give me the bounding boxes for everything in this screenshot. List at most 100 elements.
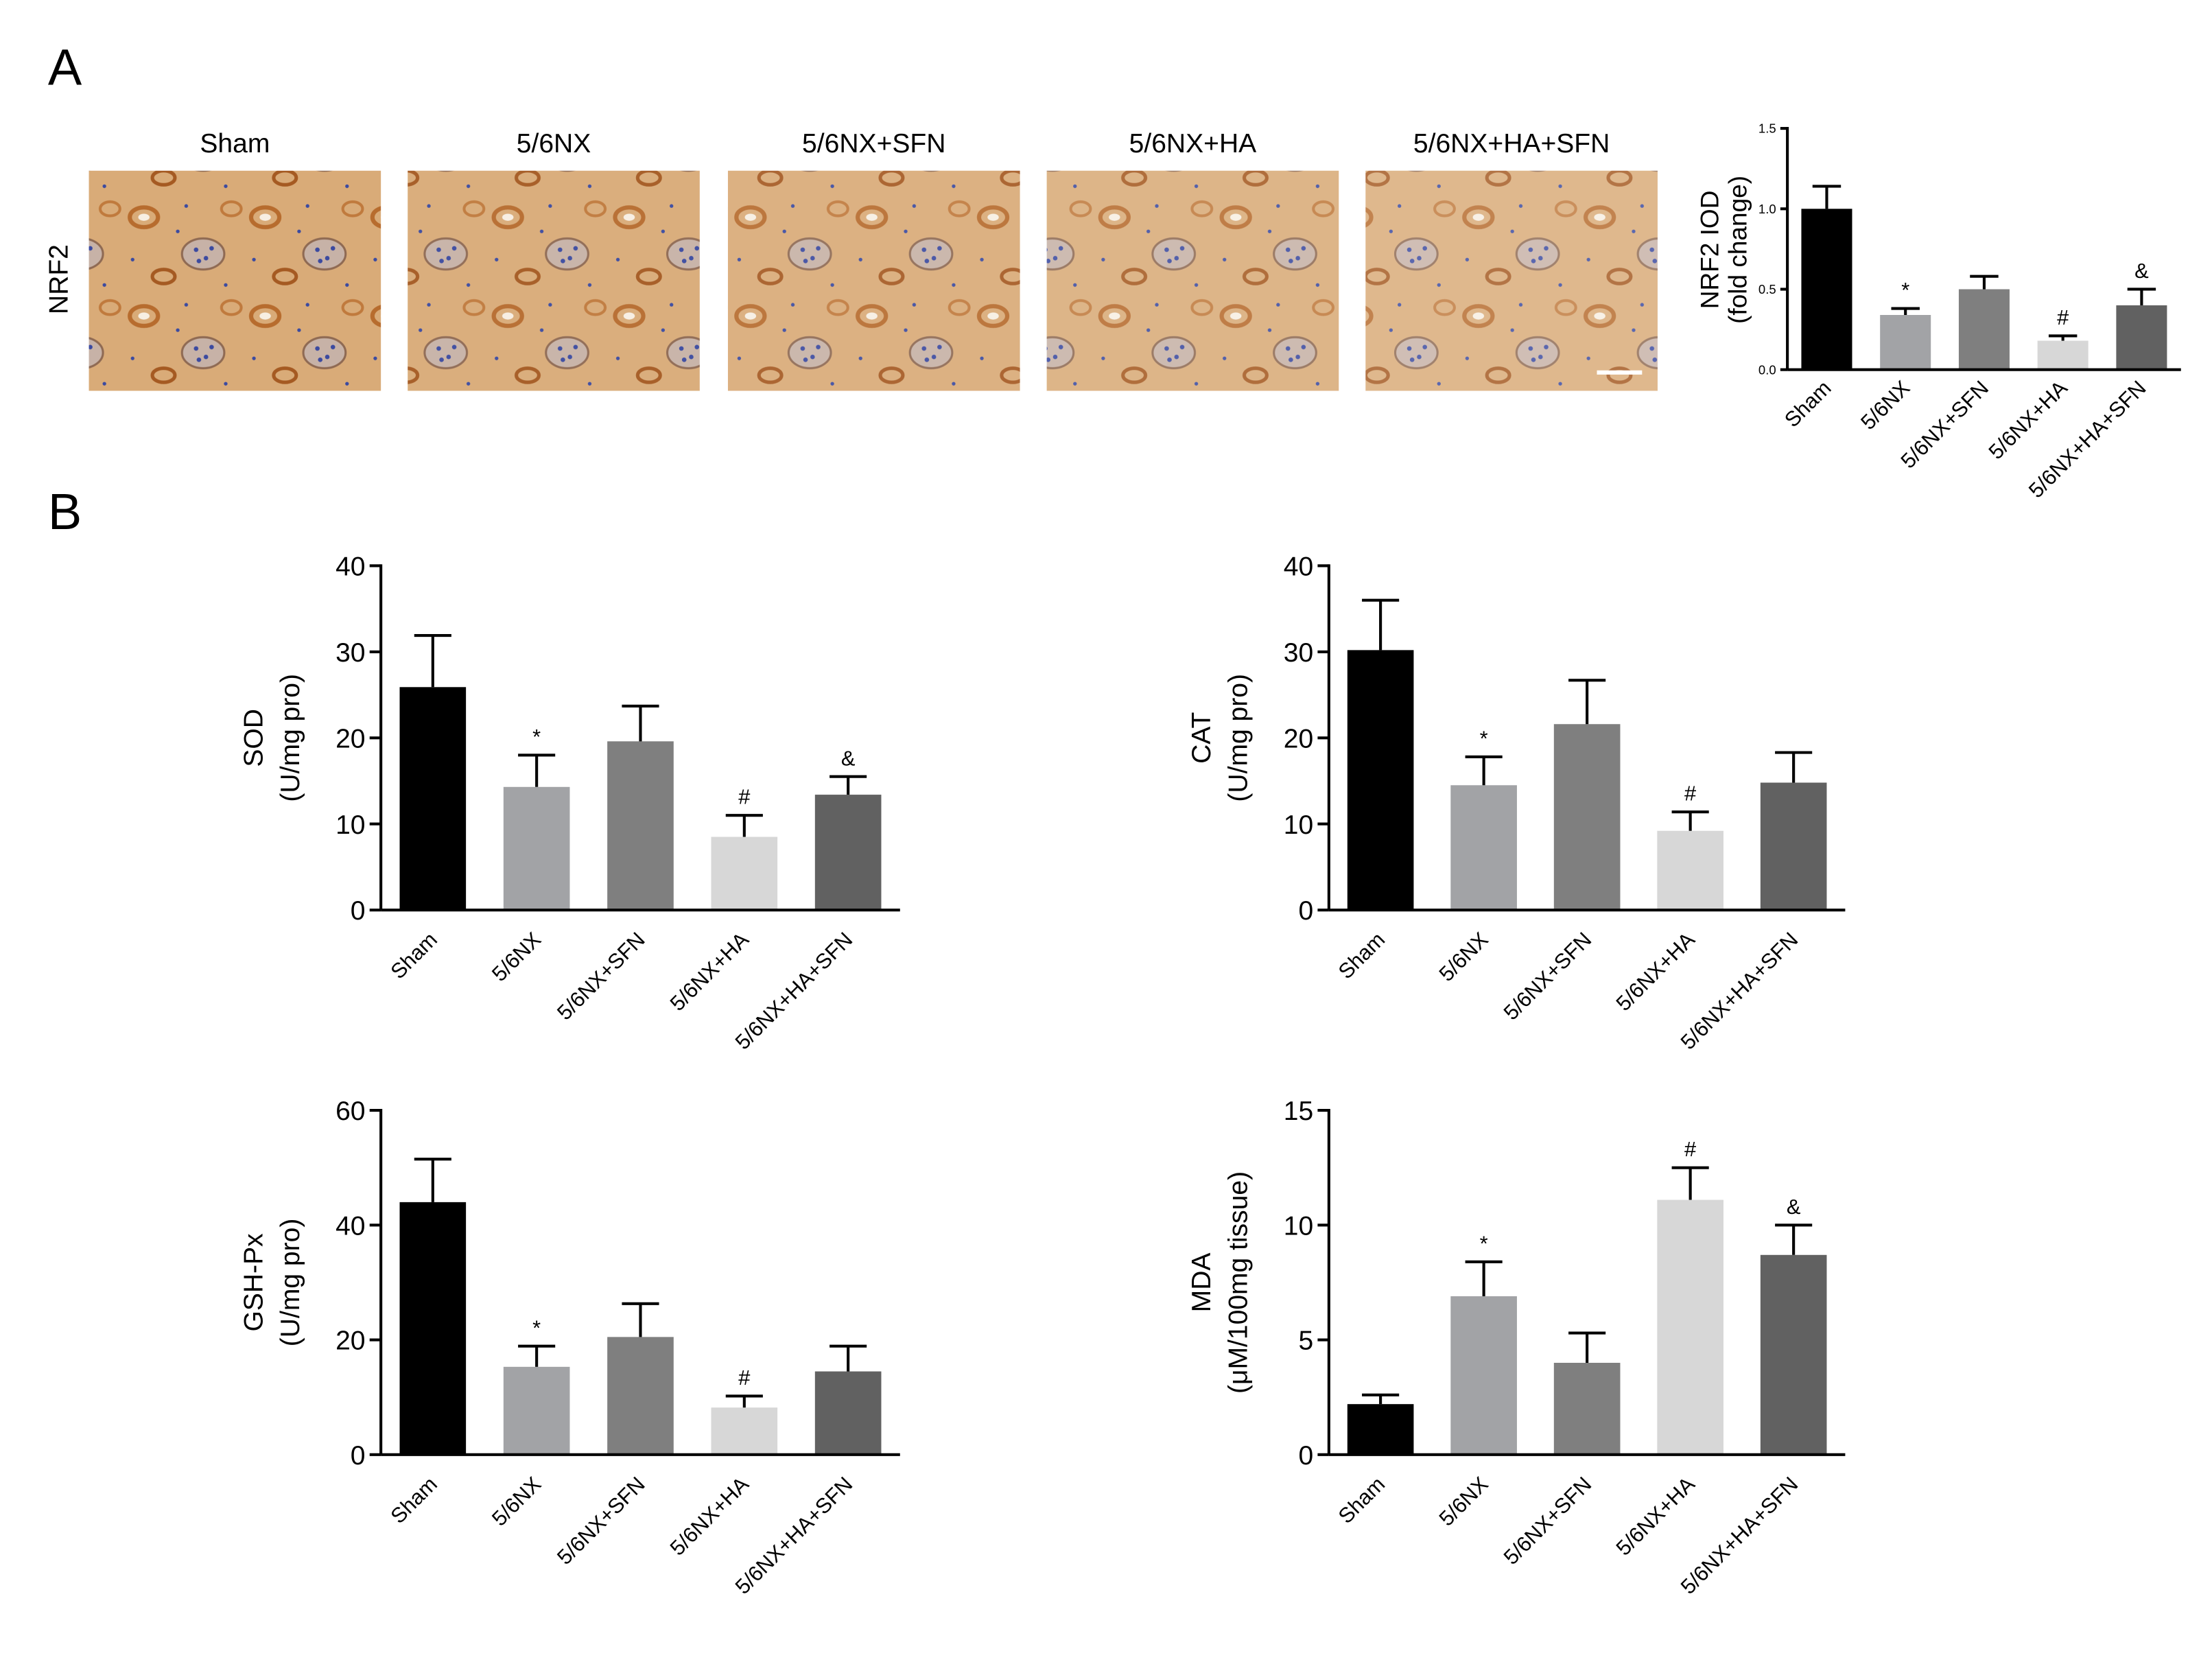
x-tick-label: Sham xyxy=(1334,928,1390,984)
significance-mark: & xyxy=(1787,1195,1801,1219)
x-tick-label: 5/6NX+HA xyxy=(666,927,754,1016)
bar xyxy=(711,1407,778,1455)
y-tick-label: 0 xyxy=(1299,896,1314,926)
micrograph-image xyxy=(727,170,1020,391)
bar xyxy=(1347,650,1414,911)
significance-mark: * xyxy=(532,725,541,749)
micrograph-tint xyxy=(408,170,700,391)
micrograph-row-label: NRF2 xyxy=(45,244,74,314)
y-tick-label: 10 xyxy=(1284,1211,1313,1241)
y-axis-label: SOD (U/mg pro) xyxy=(239,674,305,802)
y-axis-label: CAT (U/mg pro) xyxy=(1187,674,1253,802)
y-axis-label-line: (μM/100mg tissue) xyxy=(1224,1171,1254,1394)
panel-label-a: A xyxy=(48,38,82,95)
bar xyxy=(1657,1199,1723,1455)
y-tick-label: 10 xyxy=(1284,810,1313,840)
micrograph-tint xyxy=(1365,170,1658,391)
bar xyxy=(2116,305,2167,370)
x-tick-label: 5/6NX xyxy=(1856,376,1914,434)
y-axis-label-line: (U/mg pro) xyxy=(276,1219,305,1347)
micrograph-title: Sham xyxy=(200,129,270,159)
significance-mark: * xyxy=(1901,278,1909,302)
micrograph-image xyxy=(1365,170,1658,391)
y-tick-label: 0 xyxy=(351,896,366,926)
x-tick-label: Sham xyxy=(1780,376,1836,432)
micrograph-image xyxy=(408,170,700,391)
significance-mark: # xyxy=(1684,782,1696,806)
y-axis-label-line: MDA xyxy=(1187,1253,1216,1313)
x-tick-label: Sham xyxy=(386,1472,442,1528)
significance-mark: * xyxy=(532,1315,541,1339)
gshpx-chart: Sham*5/6NX 5/6NX+SFN#5/6NX+HA5/6NX+HA+SFN… xyxy=(239,1097,900,1599)
significance-mark: * xyxy=(1480,1231,1488,1255)
micrograph-title: 5/6NX+HA+SFN xyxy=(1413,129,1610,159)
significance-mark: # xyxy=(738,785,750,809)
bar xyxy=(503,786,570,911)
bar xyxy=(1553,1362,1621,1455)
y-axis-label-line: (fold change) xyxy=(1723,176,1752,324)
y-tick-label: 30 xyxy=(336,638,365,668)
bar xyxy=(1347,1404,1414,1455)
y-tick-label: 1.0 xyxy=(1758,202,1776,216)
y-tick-label: 10 xyxy=(336,810,365,840)
significance-mark: & xyxy=(2134,259,2149,283)
y-axis-label: GSH-Px (U/mg pro) xyxy=(239,1219,305,1347)
x-tick-label: Sham xyxy=(386,928,442,984)
x-tick-label: 5/6NX xyxy=(1434,1472,1492,1530)
micrograph-strip: Sham 5/6NX 5/6NX+SFN 5/6NX+HA 5/6NX+HA+SFN xyxy=(89,129,1658,391)
micrograph-title: 5/6NX+SFN xyxy=(802,129,945,159)
significance-mark: # xyxy=(738,1366,750,1390)
y-tick-label: 15 xyxy=(1284,1097,1313,1126)
x-tick-label: 5/6NX+SFN xyxy=(1499,1472,1597,1569)
bar xyxy=(1553,724,1621,911)
bar xyxy=(1958,289,2010,370)
bar xyxy=(399,1202,467,1455)
bar xyxy=(1450,1296,1517,1455)
x-tick-label: 5/6NX+SFN xyxy=(1499,928,1597,1025)
y-axis-label: NRF2 IOD(fold change) xyxy=(1695,176,1752,324)
panel-label-b: B xyxy=(48,483,82,540)
y-tick-label: 20 xyxy=(336,1326,365,1356)
x-tick-label: 5/6NX xyxy=(1434,928,1492,986)
micrograph-title: 5/6NX+HA xyxy=(1129,129,1257,159)
y-tick-label: 0.0 xyxy=(1758,362,1776,377)
bar xyxy=(1760,782,1827,911)
y-tick-label: 0 xyxy=(1299,1441,1314,1471)
x-tick-label: 5/6NX+HA xyxy=(666,1472,754,1560)
x-tick-label: 5/6NX xyxy=(487,928,545,986)
bar xyxy=(1450,785,1517,911)
micrograph-image xyxy=(1046,170,1339,391)
micrograph-tint xyxy=(727,170,1020,391)
significance-mark: & xyxy=(841,746,856,770)
cat-chart: Sham*5/6NX 5/6NX+SFN#5/6NX+HA5/6NX+HA+SFN… xyxy=(1187,552,1846,1054)
micrograph-tint xyxy=(1046,170,1339,391)
x-tick-label: 5/6NX+HA xyxy=(1611,927,1699,1016)
nrf2-chart: Sham*5/6NX5/6NX+SFN#5/6NX+HA&5/6NX+HA+SF… xyxy=(1695,121,2181,502)
bar xyxy=(1760,1254,1827,1455)
x-tick-label: 5/6NX+HA xyxy=(1611,1472,1699,1560)
x-tick-label: 5/6NX xyxy=(487,1472,545,1530)
bar xyxy=(1657,830,1723,911)
y-tick-label: 5 xyxy=(1299,1326,1314,1356)
bar xyxy=(607,1337,674,1455)
y-axis-label: MDA (μM/100mg tissue) xyxy=(1187,1171,1253,1394)
y-tick-label: 40 xyxy=(1284,552,1313,582)
y-tick-label: 20 xyxy=(336,724,365,753)
micrograph-tint xyxy=(89,171,381,391)
micrograph-title: 5/6NX xyxy=(517,129,591,159)
y-tick-label: 40 xyxy=(336,1211,365,1241)
y-tick-label: 0 xyxy=(351,1441,366,1471)
significance-mark: # xyxy=(1684,1137,1696,1161)
bar xyxy=(711,836,778,911)
y-tick-label: 60 xyxy=(336,1097,365,1126)
y-tick-label: 20 xyxy=(1284,724,1313,753)
x-tick-label: Sham xyxy=(1334,1472,1390,1528)
bar xyxy=(814,1371,882,1455)
mda-chart: Sham*5/6NX 5/6NX+SFN#5/6NX+HA&5/6NX+HA+SF… xyxy=(1187,1097,1846,1599)
y-axis-label-line: SOD xyxy=(239,709,268,767)
bar xyxy=(1880,314,1931,370)
y-tick-label: 0.5 xyxy=(1758,282,1776,296)
y-axis-label-line: (U/mg pro) xyxy=(1224,674,1254,802)
y-axis-label-line: (U/mg pro) xyxy=(276,674,305,802)
